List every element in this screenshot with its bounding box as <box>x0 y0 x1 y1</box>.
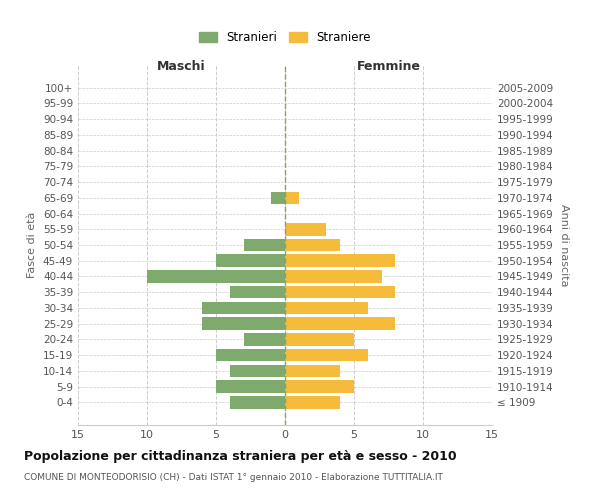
Bar <box>216 349 285 362</box>
Bar <box>285 318 395 330</box>
Bar <box>285 254 395 267</box>
Y-axis label: Fasce di età: Fasce di età <box>28 212 37 278</box>
Bar <box>285 349 368 362</box>
Text: Femmine: Femmine <box>356 60 421 74</box>
Legend: Stranieri, Straniere: Stranieri, Straniere <box>196 28 374 48</box>
Bar <box>285 238 340 252</box>
Bar <box>244 333 285 345</box>
Bar <box>202 318 285 330</box>
Bar <box>285 302 368 314</box>
Bar <box>216 254 285 267</box>
Bar <box>216 380 285 393</box>
Y-axis label: Anni di nascita: Anni di nascita <box>559 204 569 286</box>
Bar <box>285 270 382 283</box>
Text: COMUNE DI MONTEODORISIO (CH) - Dati ISTAT 1° gennaio 2010 - Elaborazione TUTTITA: COMUNE DI MONTEODORISIO (CH) - Dati ISTA… <box>24 472 443 482</box>
Bar <box>230 364 285 377</box>
Bar <box>285 380 354 393</box>
Bar <box>285 223 326 235</box>
Bar <box>285 286 395 298</box>
Bar <box>285 192 299 204</box>
Bar <box>230 396 285 408</box>
Bar <box>285 364 340 377</box>
Text: Maschi: Maschi <box>157 60 206 74</box>
Bar <box>244 238 285 252</box>
Bar <box>285 396 340 408</box>
Bar <box>271 192 285 204</box>
Bar <box>147 270 285 283</box>
Text: Popolazione per cittadinanza straniera per età e sesso - 2010: Popolazione per cittadinanza straniera p… <box>24 450 457 463</box>
Bar <box>202 302 285 314</box>
Bar <box>230 286 285 298</box>
Bar <box>285 333 354 345</box>
